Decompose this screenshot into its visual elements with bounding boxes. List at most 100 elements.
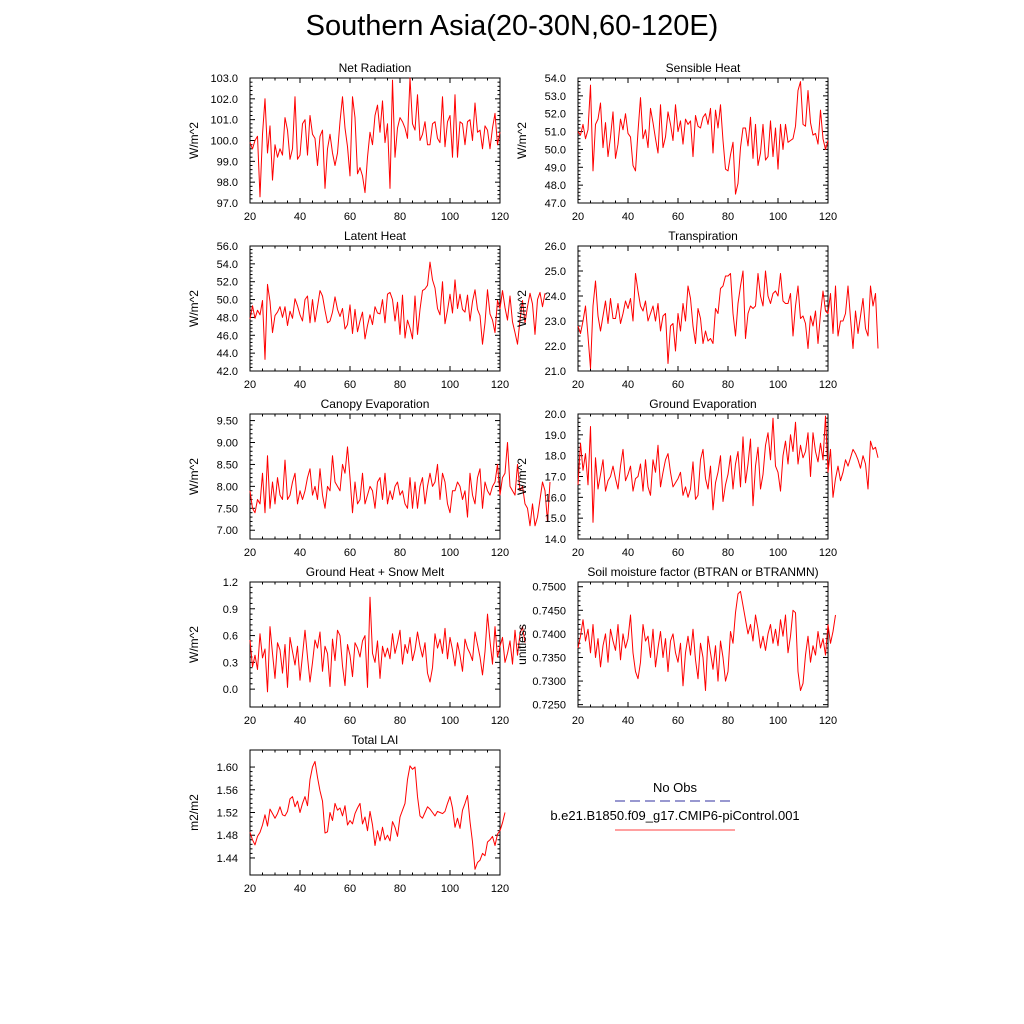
x-tick-label: 40 (294, 379, 306, 391)
y-tick-label: 51.0 (545, 127, 566, 139)
x-tick-label: 80 (722, 715, 734, 727)
y-tick-label: 24.0 (545, 291, 566, 303)
x-tick-label: 100 (441, 547, 459, 559)
panel-2: Sensible Heat W/m^2 20 40 60 80 100 120 47.0 48.0… (515, 61, 837, 223)
x-tick-label: 80 (394, 547, 406, 559)
panel-title: Transpiration (668, 229, 738, 243)
plot-frame (577, 245, 829, 372)
plot-frame (249, 581, 501, 708)
legend: No Obs b.e21.B1850.f09_g17.CMIP6-piContro… (550, 780, 800, 831)
panel-3: Latent Heat W/m^2 20 40 60 80 100 120 42.0 44.0 46… (187, 229, 546, 391)
y-tick-label: 101.0 (210, 115, 238, 127)
y-tick-label: 20.0 (545, 409, 566, 421)
x-tick-label: 80 (394, 379, 406, 391)
y-tick-label: 16.0 (545, 492, 566, 504)
y-axis-label: W/m^2 (187, 458, 201, 495)
panel-5: Canopy Evaporation W/m^2 20 40 60 80 100 120 7.0… (187, 397, 551, 559)
y-tick-label: 50.0 (545, 144, 566, 156)
y-tick-label: 0.7450 (532, 605, 566, 617)
y-tick-label: 25.0 (545, 266, 566, 278)
y-axis-label: W/m^2 (187, 122, 201, 159)
x-tick-label: 40 (622, 379, 634, 391)
y-axis-label: W/m^2 (515, 290, 529, 327)
panel-title: Latent Heat (344, 229, 407, 243)
y-tick-label: 15.0 (545, 513, 566, 525)
plot-frame (249, 77, 501, 204)
x-tick-label: 120 (819, 547, 837, 559)
panel-4: Transpiration W/m^2 20 40 60 80 100 120 21.0 22.0… (515, 229, 879, 391)
y-tick-label: 1.52 (217, 808, 238, 820)
x-tick-label: 60 (672, 715, 684, 727)
y-tick-label: 8.00 (217, 481, 238, 493)
x-tick-label: 60 (344, 547, 356, 559)
panel-9: Total LAI m2/m2 20 40 60 80 100 120 1.44 1.48 1.52… (187, 733, 509, 895)
y-tick-label: 0.9 (223, 604, 238, 616)
x-tick-label: 120 (491, 211, 509, 223)
x-tick-label: 40 (622, 547, 634, 559)
y-tick-label: 1.2 (223, 577, 238, 589)
x-tick-label: 100 (769, 547, 787, 559)
y-tick-label: 44.0 (217, 348, 238, 360)
x-tick-label: 80 (722, 379, 734, 391)
x-tick-label: 60 (344, 379, 356, 391)
y-tick-label: 7.00 (217, 525, 238, 537)
y-tick-label: 50.0 (217, 295, 238, 307)
y-tick-label: 14.0 (545, 534, 566, 546)
x-tick-label: 120 (491, 547, 509, 559)
y-tick-label: 56.0 (217, 241, 238, 253)
x-tick-label: 80 (394, 211, 406, 223)
y-axis-label: m2/m2 (187, 794, 201, 831)
y-tick-label: 0.7250 (532, 700, 566, 712)
x-tick-label: 40 (294, 883, 306, 895)
y-tick-label: 0.7500 (532, 582, 566, 594)
x-tick-label: 120 (491, 379, 509, 391)
y-tick-label: 21.0 (545, 366, 566, 378)
legend-label-obs: No Obs (653, 780, 698, 795)
panel-title: Ground Heat + Snow Melt (306, 565, 445, 579)
x-tick-label: 20 (244, 211, 256, 223)
panel-title: Soil moisture factor (BTRAN or BTRANMN) (587, 565, 818, 579)
y-tick-label: 1.60 (217, 762, 238, 774)
x-tick-label: 100 (769, 715, 787, 727)
x-tick-label: 100 (441, 379, 459, 391)
y-axis-label: W/m^2 (187, 626, 201, 663)
y-tick-label: 42.0 (217, 366, 238, 378)
y-tick-label: 22.0 (545, 341, 566, 353)
x-tick-label: 20 (244, 379, 256, 391)
panel-1: Net Radiation W/m^2 20 40 60 80 100 120 97.0 98.0… (187, 61, 509, 223)
series-line (577, 270, 879, 369)
x-tick-label: 80 (394, 715, 406, 727)
x-tick-label: 20 (244, 715, 256, 727)
x-tick-label: 20 (244, 547, 256, 559)
x-tick-label: 40 (294, 715, 306, 727)
y-tick-label: 1.44 (217, 853, 238, 865)
y-tick-label: 98.0 (217, 177, 238, 189)
series-line (249, 261, 546, 360)
series-line (249, 77, 501, 198)
x-tick-label: 40 (622, 211, 634, 223)
panel-8: Soil moisture factor (BTRAN or BTRANMN) u… (515, 565, 837, 727)
y-tick-label: 53.0 (545, 91, 566, 103)
y-tick-label: 18.0 (545, 451, 566, 463)
x-tick-label: 100 (441, 715, 459, 727)
panel-7: Ground Heat + Snow Melt W/m^2 20 40 60 80 100 1… (187, 565, 526, 727)
y-tick-label: 0.3 (223, 657, 238, 669)
x-tick-label: 80 (394, 883, 406, 895)
x-tick-label: 20 (572, 547, 584, 559)
x-tick-label: 40 (294, 547, 306, 559)
panel-title: Net Radiation (339, 61, 412, 75)
y-tick-label: 103.0 (210, 73, 238, 85)
x-tick-label: 60 (344, 211, 356, 223)
y-tick-label: 26.0 (545, 241, 566, 253)
y-tick-label: 0.6 (223, 631, 238, 643)
x-tick-label: 100 (769, 379, 787, 391)
y-tick-label: 19.0 (545, 430, 566, 442)
panel-title: Ground Evaporation (649, 397, 756, 411)
y-tick-label: 23.0 (545, 316, 566, 328)
x-tick-label: 60 (344, 715, 356, 727)
x-tick-label: 40 (294, 211, 306, 223)
x-tick-label: 20 (244, 883, 256, 895)
y-tick-label: 1.48 (217, 830, 238, 842)
y-tick-label: 0.7400 (532, 629, 566, 641)
